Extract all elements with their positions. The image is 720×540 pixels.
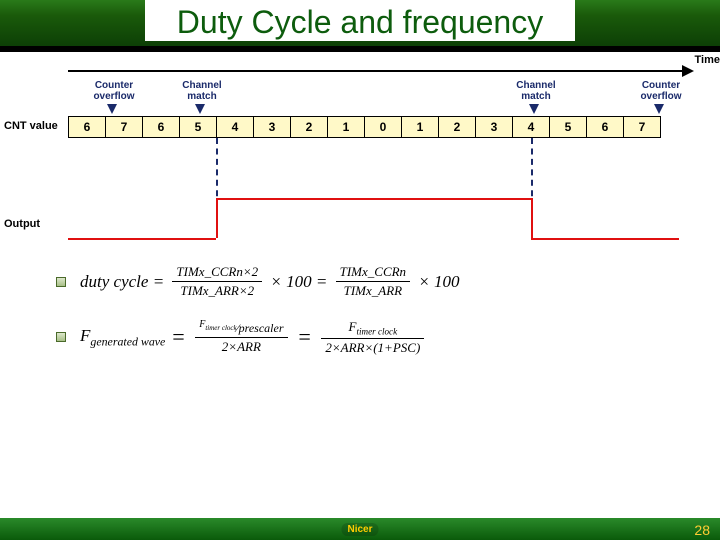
column-label: Channelmatch	[508, 80, 564, 102]
page-title: Duty Cycle and frequency	[145, 0, 575, 41]
cnt-cell: 6	[586, 116, 624, 138]
cnt-cell: 2	[290, 116, 328, 138]
down-arrow-icon	[195, 104, 205, 114]
down-arrow-icon	[529, 104, 539, 114]
waveform-segment	[531, 198, 533, 238]
waveform-segment	[68, 238, 216, 240]
bullet-icon	[56, 277, 66, 287]
logo: Nicer	[341, 523, 378, 536]
timing-diagram: Time CounteroverflowChannelmatchChannelm…	[48, 70, 672, 250]
content-area: Time Counteroverflow Channelmatch Channelm…	[0, 52, 720, 356]
duty-cycle-formula: duty cycle = TIMx_CCRn×2TIMx_ARR×2 × 100…	[56, 264, 672, 299]
cnt-value-row: 6765432101234567	[68, 116, 661, 138]
frequency-formula: Fgenerated wave = Ftimer clock⁄prescaler…	[56, 319, 672, 356]
formulas: duty cycle = TIMx_CCRn×2TIMx_ARR×2 × 100…	[48, 264, 672, 356]
cnt-cell: 7	[105, 116, 143, 138]
cnt-cell: 1	[327, 116, 365, 138]
bullet-icon	[56, 332, 66, 342]
cnt-cell: 6	[68, 116, 106, 138]
page-number: 28	[694, 522, 710, 538]
cnt-cell: 3	[253, 116, 291, 138]
cnt-cell: 6	[142, 116, 180, 138]
waveform-segment	[531, 238, 679, 240]
cnt-cell: 2	[438, 116, 476, 138]
column-label: Counteroverflow	[86, 80, 142, 102]
waveform-segment	[216, 198, 531, 200]
cnt-cell: 7	[623, 116, 661, 138]
footer-bar: Nicer 28	[0, 518, 720, 540]
cnt-cell: 3	[475, 116, 513, 138]
cnt-cell: 5	[179, 116, 217, 138]
cnt-value-label: CNT value	[4, 120, 58, 132]
cnt-cell: 4	[512, 116, 550, 138]
cnt-cell: 4	[216, 116, 254, 138]
cnt-cell: 5	[549, 116, 587, 138]
down-arrow-icon	[654, 104, 664, 114]
output-label: Output	[4, 218, 40, 230]
column-label: Counteroverflow	[633, 80, 689, 102]
down-arrow-icon	[107, 104, 117, 114]
cnt-cell: 0	[364, 116, 402, 138]
time-axis: Time	[68, 70, 692, 72]
column-label: Channelmatch	[174, 80, 230, 102]
cnt-cell: 1	[401, 116, 439, 138]
waveform-segment	[216, 198, 218, 238]
time-label: Time	[695, 54, 720, 66]
